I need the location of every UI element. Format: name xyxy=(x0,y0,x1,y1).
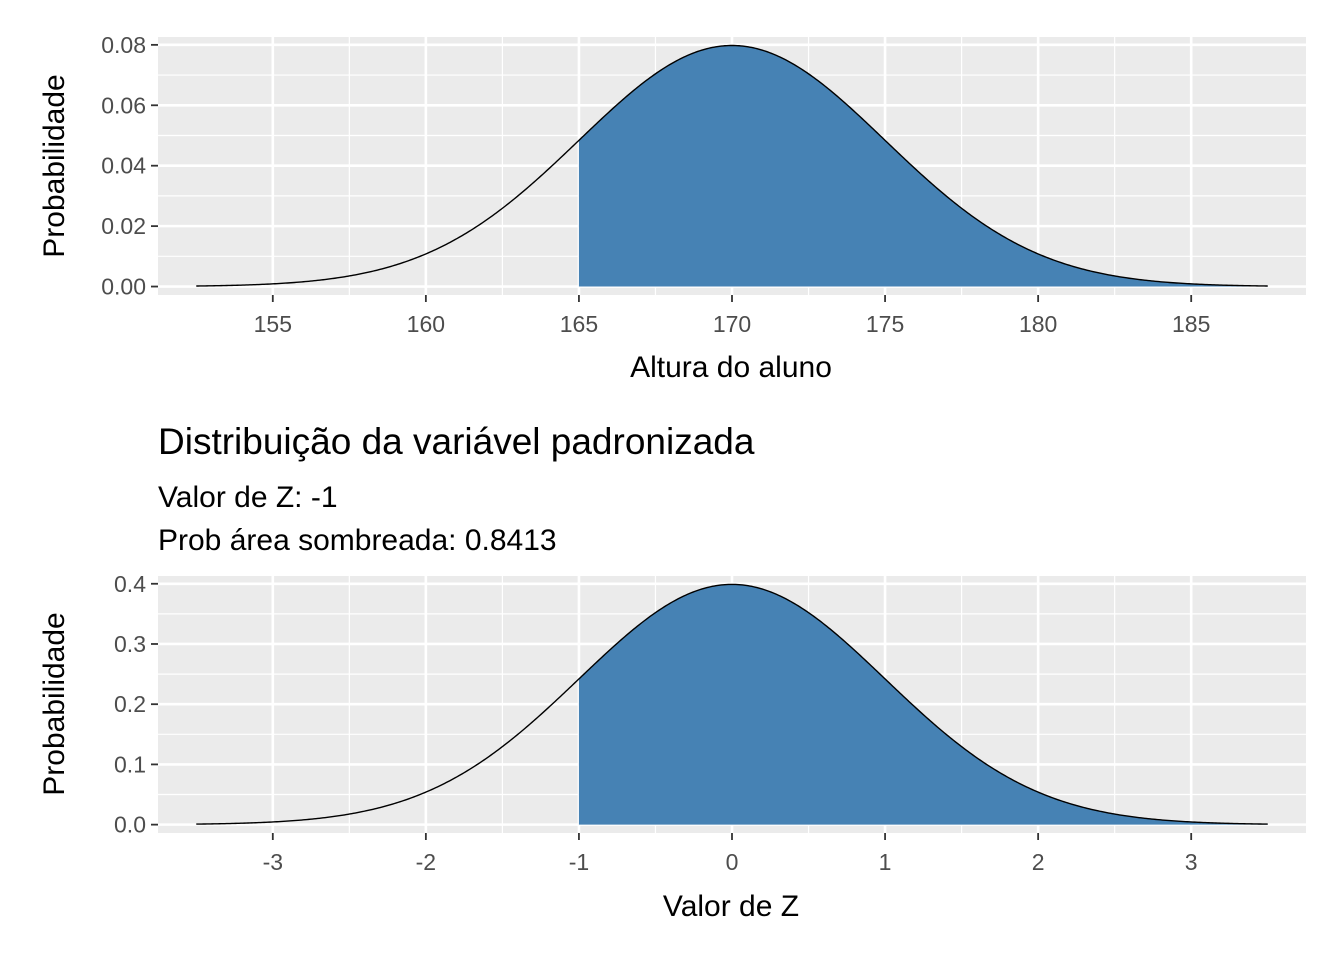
chart-height-distribution: 155 160 165 170 175 180 185 0.00 0.02 0.04 0.06 0.0… xyxy=(38,32,1306,384)
x-tick-label: 165 xyxy=(560,311,598,337)
y-tick-label: 0.0 xyxy=(114,812,146,838)
x-tick-label: 0 xyxy=(726,849,739,875)
x-axis-title: Valor de Z xyxy=(663,890,799,923)
chart-subtitle-probability: Prob área sombreada: 0.8413 xyxy=(158,524,557,557)
x-tick-label: -2 xyxy=(416,849,436,875)
y-tick-label: 0.2 xyxy=(114,691,146,717)
chart-title: Distribuição da variável padronizada xyxy=(158,421,755,462)
x-tick-label: -3 xyxy=(263,849,283,875)
x-tick-label: 2 xyxy=(1032,849,1045,875)
density-curve xyxy=(196,44,1268,287)
y-tick-label: 0.06 xyxy=(101,92,146,118)
shaded-area xyxy=(578,584,1268,825)
y-tick-label: 0.04 xyxy=(101,153,146,179)
chart-standardized-distribution: Distribuição da variável padronizada Val… xyxy=(38,421,1306,923)
y-tick-label: 0.08 xyxy=(101,32,146,58)
y-tick-label: 0.1 xyxy=(114,751,146,777)
shaded-area xyxy=(578,45,1268,287)
y-tick-label: 0.00 xyxy=(101,274,146,300)
x-tick-label: 180 xyxy=(1019,311,1057,337)
x-tick-label: 160 xyxy=(407,311,445,337)
chart-subtitle-z-value: Valor de Z: -1 xyxy=(158,481,338,514)
x-tick-label: -1 xyxy=(569,849,589,875)
x-axis-title: Altura do aluno xyxy=(630,351,832,384)
x-tick-label: 170 xyxy=(713,311,751,337)
x-tick-label: 1 xyxy=(879,849,892,875)
x-tick-label: 155 xyxy=(254,311,292,337)
density-curve xyxy=(196,583,1268,825)
x-tick-label: 175 xyxy=(866,311,904,337)
y-tick-label: 0.3 xyxy=(114,631,146,657)
y-tick-label: 0.4 xyxy=(114,571,146,597)
x-tick-label: 185 xyxy=(1172,311,1210,337)
y-tick-label: 0.02 xyxy=(101,213,146,239)
y-axis-title: Probabilidade xyxy=(38,612,71,795)
y-axis-title: Probabilidade xyxy=(38,74,71,257)
x-tick-label: 3 xyxy=(1185,849,1198,875)
